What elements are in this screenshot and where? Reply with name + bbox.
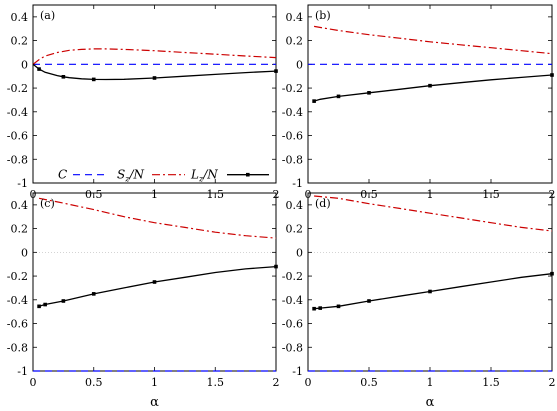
panel-label: (b) xyxy=(315,9,331,22)
y-tick-label: 0 xyxy=(296,58,303,71)
data-point xyxy=(336,304,341,309)
panel-label: (c) xyxy=(40,197,55,210)
legend-marker xyxy=(246,172,250,177)
y-tick-label: -0.8 xyxy=(282,153,303,166)
x-axis-title: α xyxy=(426,395,435,410)
y-tick-label: -1 xyxy=(292,365,303,378)
y-tick-label: -0.4 xyxy=(7,294,28,307)
data-point xyxy=(550,73,554,77)
y-tick-label: -0.8 xyxy=(282,341,303,354)
y-tick-label: -0.2 xyxy=(282,270,303,283)
series-line xyxy=(314,273,553,310)
x-tick-label: 0.5 xyxy=(85,376,103,389)
y-tick-label: -0.2 xyxy=(282,82,303,95)
data-point xyxy=(336,94,341,99)
y-tick-label: -1 xyxy=(292,177,303,190)
series-line xyxy=(38,197,277,239)
data-point xyxy=(37,304,41,309)
data-point xyxy=(318,306,322,310)
y-tick-label: -0.4 xyxy=(282,106,303,119)
data-point xyxy=(428,83,432,88)
data-point xyxy=(43,302,47,307)
y-tick-label: 0 xyxy=(21,58,28,71)
data-point xyxy=(37,67,41,71)
x-tick-label: 2 xyxy=(549,376,556,389)
y-tick-label: -0.4 xyxy=(282,294,303,307)
series-line xyxy=(313,74,553,102)
y-tick-label: -0.6 xyxy=(7,318,28,331)
data-point xyxy=(274,69,278,73)
data-point xyxy=(152,280,157,284)
plot-frame xyxy=(32,4,277,184)
y-tick-label: 0.2 xyxy=(286,223,304,236)
x-tick-label: 1 xyxy=(427,376,434,389)
data-point xyxy=(367,299,371,303)
x-tick-label: 1 xyxy=(151,376,158,389)
series-line xyxy=(314,195,553,232)
y-tick-label: 0.2 xyxy=(11,35,29,48)
x-tick-label: 2 xyxy=(273,376,280,389)
data-point xyxy=(550,271,554,276)
y-tick-label: 0.2 xyxy=(11,223,29,236)
series-line xyxy=(314,25,553,55)
plot-frame xyxy=(307,192,553,372)
y-tick-label: 0.4 xyxy=(286,199,304,212)
y-tick-label: -0.8 xyxy=(7,341,28,354)
legend-label: C xyxy=(58,168,67,182)
data-point xyxy=(91,77,96,82)
y-tick-label: 0.4 xyxy=(286,11,304,24)
y-tick-label: -0.6 xyxy=(282,318,303,331)
y-tick-label: -1 xyxy=(17,177,28,190)
data-point xyxy=(61,74,66,79)
y-tick-label: 0 xyxy=(21,246,28,259)
data-point xyxy=(312,99,316,103)
x-tick-label: 1.5 xyxy=(207,376,225,389)
y-tick-label: 0.4 xyxy=(11,199,29,212)
y-tick-label: 0 xyxy=(296,246,303,259)
y-tick-label: -1 xyxy=(17,365,28,378)
data-point xyxy=(428,289,432,294)
data-point xyxy=(367,91,371,95)
y-tick-label: 0.2 xyxy=(286,35,304,48)
data-point xyxy=(91,292,96,296)
legend-label: Lz/N xyxy=(190,168,218,184)
y-tick-label: -0.2 xyxy=(7,82,28,95)
data-point xyxy=(61,299,66,303)
data-point xyxy=(312,306,316,311)
data-point xyxy=(274,264,278,269)
y-tick-label: -0.4 xyxy=(7,106,28,119)
y-tick-label: 0.4 xyxy=(11,11,29,24)
x-tick-label: 0 xyxy=(30,376,37,389)
x-tick-label: 1.5 xyxy=(482,376,500,389)
x-tick-label: 0.5 xyxy=(360,376,378,389)
y-tick-label: -0.8 xyxy=(7,153,28,166)
series-line xyxy=(32,48,277,65)
y-tick-label: -0.2 xyxy=(7,270,28,283)
plot-frame xyxy=(307,4,553,184)
data-point xyxy=(152,76,157,80)
panel-label: (a) xyxy=(40,9,55,22)
y-tick-label: -0.6 xyxy=(7,130,28,143)
x-axis-title: α xyxy=(150,395,159,410)
legend-label: Sz/N xyxy=(117,168,144,184)
series-line xyxy=(38,265,277,307)
y-tick-label: -0.6 xyxy=(282,130,303,143)
x-tick-label: 0 xyxy=(305,376,312,389)
panel-label: (d) xyxy=(315,197,331,210)
